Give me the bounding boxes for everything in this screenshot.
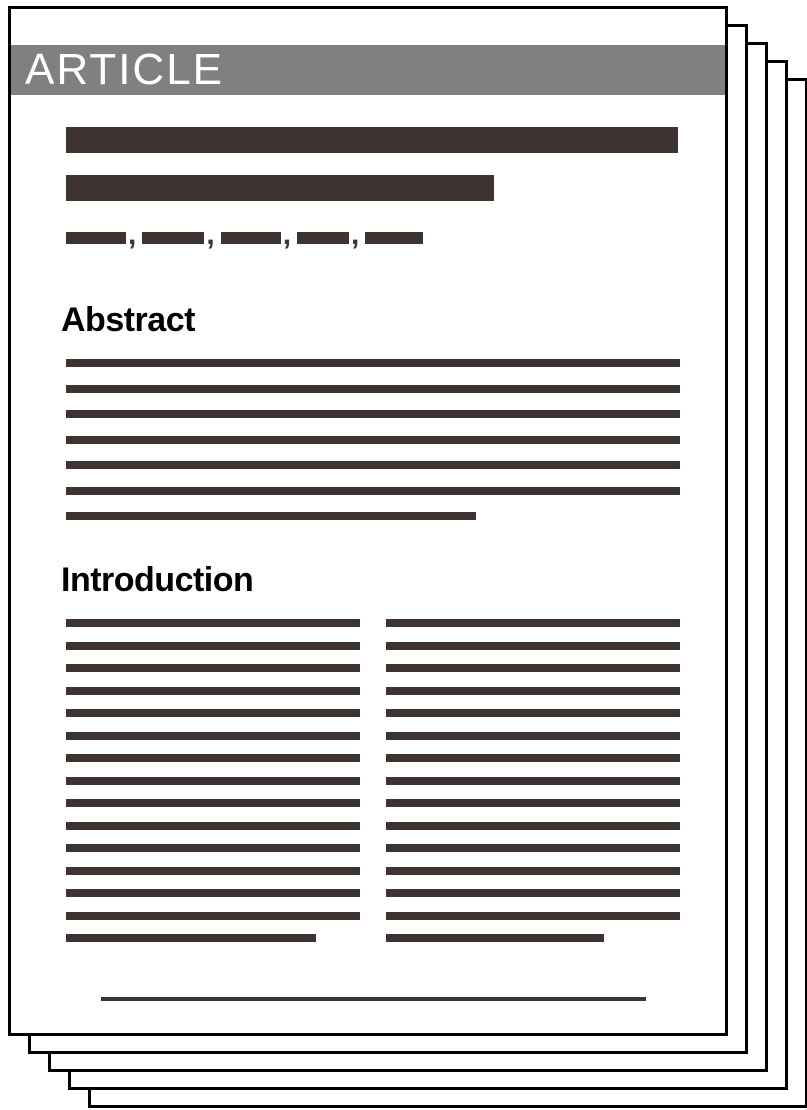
text-line	[66, 889, 360, 897]
section-heading-abstract: Abstract	[61, 301, 195, 340]
text-line	[386, 799, 680, 807]
text-line	[66, 385, 680, 393]
text-line	[386, 619, 680, 627]
text-line	[386, 664, 680, 672]
text-line	[386, 777, 680, 785]
text-line	[66, 799, 360, 807]
text-line	[386, 642, 680, 650]
text-line	[66, 822, 360, 830]
text-line	[66, 709, 360, 717]
text-line	[386, 889, 680, 897]
text-line	[66, 687, 360, 695]
text-line	[66, 512, 476, 520]
text-line	[386, 867, 680, 875]
text-line	[386, 687, 680, 695]
text-line	[66, 777, 360, 785]
author-separator: ,	[128, 227, 136, 244]
title-bar-1	[66, 127, 678, 153]
text-line	[66, 619, 360, 627]
article-banner-label: ARTICLE	[11, 45, 725, 95]
text-line	[386, 754, 680, 762]
text-line	[66, 912, 360, 920]
author-separator: ,	[206, 227, 214, 244]
author-placeholder-5	[365, 232, 423, 244]
text-line	[66, 642, 360, 650]
text-line	[66, 934, 316, 942]
text-line	[386, 934, 604, 942]
text-line	[386, 844, 680, 852]
text-line	[66, 867, 360, 875]
text-line	[386, 912, 680, 920]
section-heading-introduction: Introduction	[61, 561, 253, 600]
author-placeholder-2	[142, 232, 204, 244]
text-line	[66, 732, 360, 740]
author-separator: ,	[283, 227, 291, 244]
text-line	[66, 664, 360, 672]
title-bar-2	[66, 175, 494, 201]
text-line	[386, 709, 680, 717]
author-separator: ,	[351, 227, 359, 244]
text-line	[66, 436, 680, 444]
text-line	[66, 754, 360, 762]
text-line	[66, 844, 360, 852]
text-line	[66, 461, 680, 469]
page-front: ARTICLE,,,, Abstract Introduction	[8, 6, 728, 1036]
footer-rule	[101, 997, 646, 1001]
author-placeholder-1	[66, 232, 126, 244]
author-row: ,,,,	[66, 227, 423, 244]
text-line	[66, 487, 680, 495]
author-placeholder-3	[221, 232, 281, 244]
article-banner: ARTICLE	[11, 45, 725, 95]
author-placeholder-4	[297, 232, 349, 244]
text-line	[66, 410, 680, 418]
text-line	[66, 359, 680, 367]
text-line	[386, 822, 680, 830]
text-line	[386, 732, 680, 740]
